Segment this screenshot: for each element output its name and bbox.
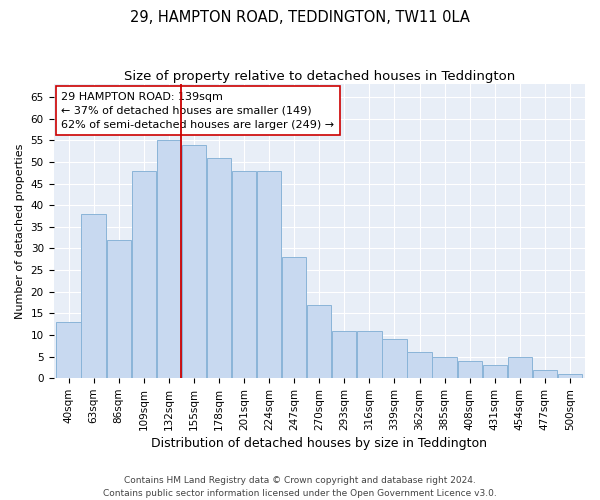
Bar [508, 356, 532, 378]
Bar [56, 322, 81, 378]
Text: 29 HAMPTON ROAD: 139sqm
← 37% of detached houses are smaller (149)
62% of semi-d: 29 HAMPTON ROAD: 139sqm ← 37% of detache… [61, 92, 335, 130]
Bar [533, 370, 557, 378]
Bar [407, 352, 432, 378]
Bar [107, 240, 131, 378]
Bar [482, 365, 507, 378]
X-axis label: Distribution of detached houses by size in Teddington: Distribution of detached houses by size … [151, 437, 487, 450]
Bar [257, 170, 281, 378]
Bar [207, 158, 231, 378]
Bar [307, 304, 331, 378]
Bar [82, 214, 106, 378]
Bar [182, 144, 206, 378]
Title: Size of property relative to detached houses in Teddington: Size of property relative to detached ho… [124, 70, 515, 83]
Bar [332, 330, 356, 378]
Bar [232, 170, 256, 378]
Bar [131, 170, 156, 378]
Y-axis label: Number of detached properties: Number of detached properties [15, 144, 25, 319]
Bar [558, 374, 582, 378]
Bar [458, 361, 482, 378]
Bar [282, 257, 307, 378]
Bar [357, 330, 382, 378]
Bar [382, 340, 407, 378]
Bar [433, 356, 457, 378]
Bar [157, 140, 181, 378]
Text: 29, HAMPTON ROAD, TEDDINGTON, TW11 0LA: 29, HAMPTON ROAD, TEDDINGTON, TW11 0LA [130, 10, 470, 25]
Text: Contains HM Land Registry data © Crown copyright and database right 2024.
Contai: Contains HM Land Registry data © Crown c… [103, 476, 497, 498]
